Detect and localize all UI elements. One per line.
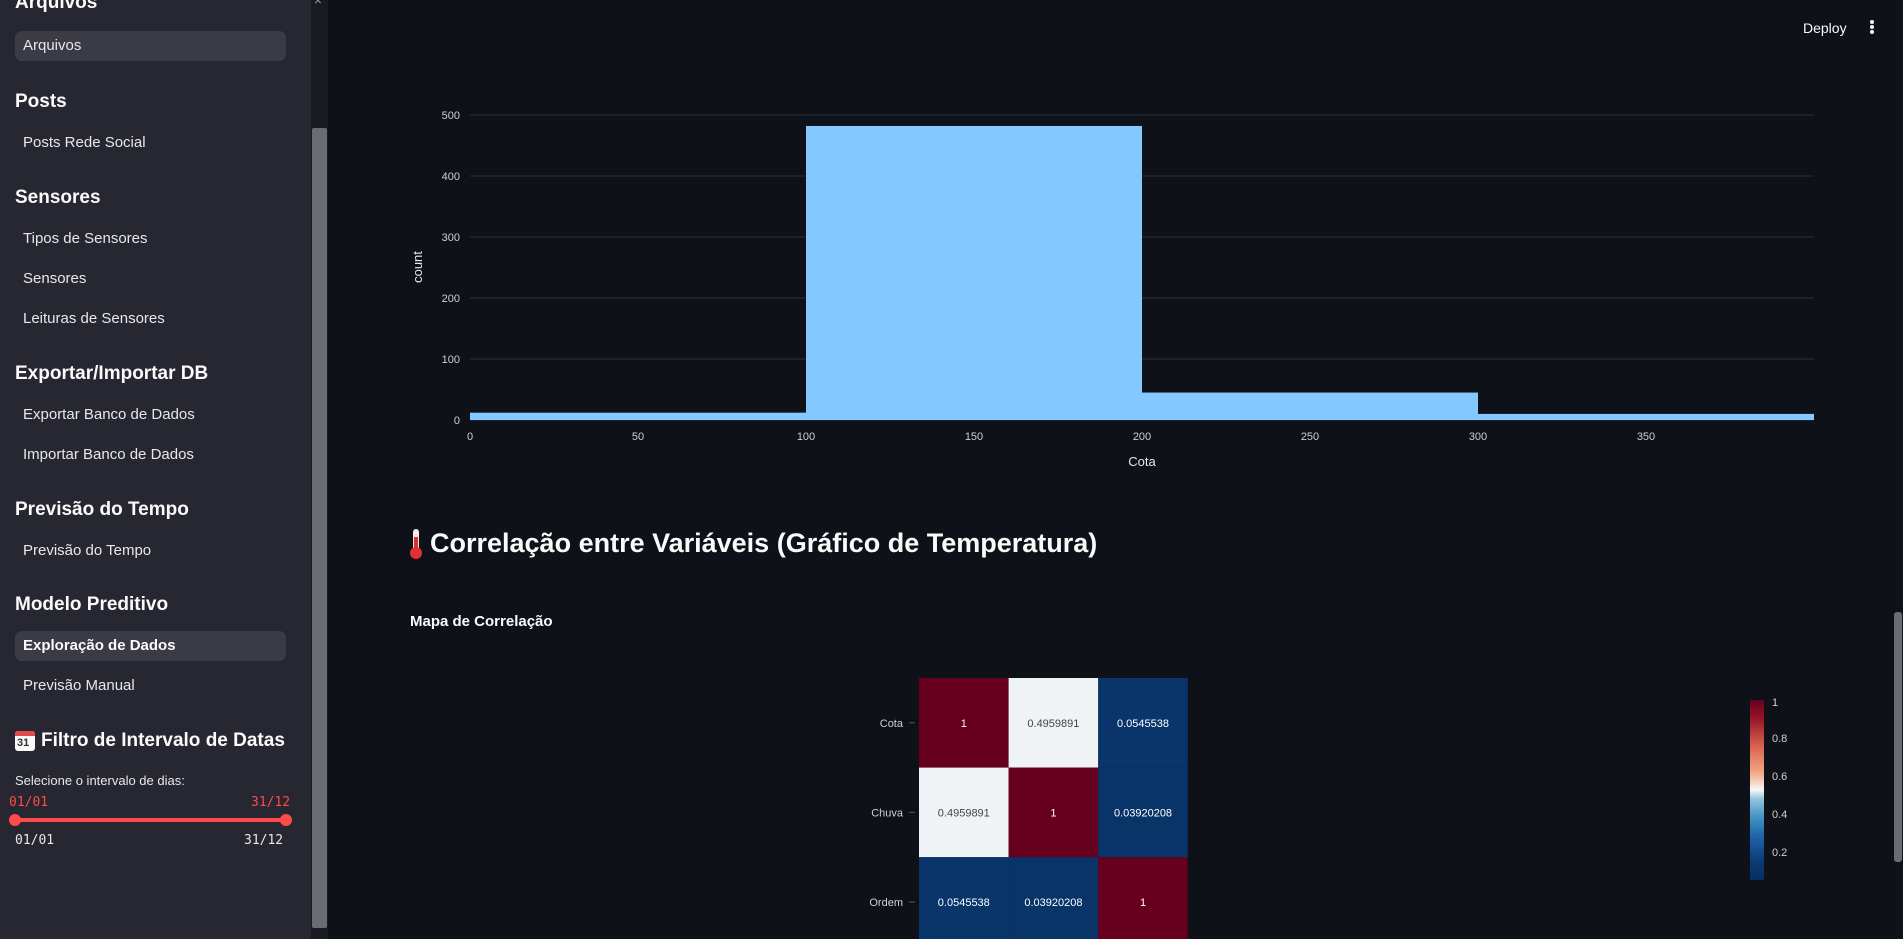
- colorbar-tick-label: 0.8: [1772, 733, 1787, 745]
- sidebar-section-title: Exportar/Importar DB: [15, 363, 209, 384]
- x-tick-label: 250: [1301, 431, 1319, 443]
- sidebar-section-title: Arquivos: [15, 0, 98, 13]
- correlation-heatmap: Cota 1 0.4959891 0.0545538 Chuva 0.4959891 1 0.…: [869, 678, 1787, 939]
- x-tick-label: 200: [1133, 431, 1151, 443]
- x-tick-label: 50: [632, 431, 644, 443]
- heatmap-cell: [919, 857, 1009, 939]
- histogram-bar: [470, 412, 806, 420]
- heatmap-cell-label: 0.0545538: [938, 897, 990, 909]
- sidebar-item-previsao-do-tempo[interactable]: Previsão do Tempo: [23, 542, 152, 559]
- histogram-bar: [1478, 413, 1814, 420]
- slider-max-label: 31/12: [244, 833, 284, 848]
- deploy-button[interactable]: Deploy: [1803, 20, 1847, 36]
- x-axis-label: Cota: [1128, 454, 1156, 469]
- sidebar-item-arquivos[interactable]: Arquivos: [15, 31, 286, 61]
- sidebar-scrollbar-thumb[interactable]: [312, 128, 327, 928]
- heatmap-cell: [1098, 767, 1188, 858]
- heatmap-cell: [1008, 767, 1099, 858]
- slider-start-handle[interactable]: [9, 814, 21, 826]
- date-filter-title: 31 Filtro de Intervalo de Datas: [15, 730, 285, 752]
- thermometer-icon: [410, 528, 422, 559]
- histogram-chart: 0 100 200 300 400 500 0 50 100 150 200 250 300 350 Cot…: [410, 110, 1814, 469]
- histogram-bar: [806, 125, 1142, 421]
- slider-end-value: 31/12: [251, 795, 291, 810]
- slider-min-label: 01/01: [15, 833, 55, 848]
- heatmap-cell: [919, 678, 1009, 768]
- sidebar-item-posts-rede-social[interactable]: Posts Rede Social: [23, 134, 146, 151]
- sidebar-item-previsao-manual[interactable]: Previsão Manual: [23, 677, 135, 694]
- slider-label: Selecione o intervalo de dias:: [15, 773, 185, 788]
- sidebar-item-sensores[interactable]: Sensores: [23, 270, 87, 287]
- main-scrollbar-thumb[interactable]: [1894, 612, 1902, 862]
- x-tick-label: 150: [965, 431, 983, 443]
- heatmap-cell-label: 0.03920208: [1024, 897, 1082, 909]
- heatmap-cell-label: 1: [961, 718, 967, 730]
- heatmap-cell-label: 0.0545538: [1117, 718, 1169, 730]
- heatmap-cell: [919, 767, 1009, 858]
- x-tick-label: 300: [1469, 431, 1487, 443]
- heatmap-cell-label: 1: [1140, 897, 1146, 909]
- heatmap-cell: [1098, 857, 1188, 939]
- histogram-bar: [1142, 392, 1478, 420]
- y-tick-label: 0: [454, 415, 460, 427]
- heatmap-cell: [1098, 678, 1188, 768]
- slider-start-value: 01/01: [9, 795, 49, 810]
- colorbar-tick-label: 1: [1772, 697, 1778, 709]
- colorbar: [1750, 700, 1764, 880]
- y-axis-label: count: [410, 251, 425, 283]
- x-tick-label: 350: [1637, 431, 1655, 443]
- y-tick-label: 500: [442, 110, 460, 122]
- colorbar-tick-label: 0.2: [1772, 847, 1787, 859]
- sidebar-section-title: Previsão do Tempo: [15, 499, 189, 520]
- heatmap-row-label: Cota: [880, 718, 904, 730]
- heatmap-cell-label: 0.03920208: [1114, 807, 1172, 819]
- sidebar-item-tipos-de-sensores[interactable]: Tipos de Sensores: [23, 230, 148, 247]
- sidebar-item-exportar-banco-de-dados[interactable]: Exportar Banco de Dados: [23, 406, 195, 423]
- y-tick-label: 300: [442, 232, 460, 244]
- sidebar: Arquivos Arquivos Posts Posts Rede Social Se…: [0, 0, 328, 939]
- sidebar-section-title: Modelo Preditivo: [15, 594, 169, 615]
- x-tick-label: 100: [797, 431, 815, 443]
- correlation-map-title: Mapa de Correlação: [410, 613, 553, 630]
- slider-end-handle[interactable]: [280, 814, 292, 826]
- close-sidebar-icon[interactable]: ×: [313, 0, 323, 8]
- date-range-slider-track[interactable]: [15, 818, 286, 822]
- y-tick-label: 200: [442, 293, 460, 305]
- heatmap-row-label: Chuva: [871, 807, 904, 819]
- sidebar-item-exploracao-de-dados[interactable]: Exploração de Dados: [15, 631, 286, 661]
- heatmap-cell-label: 0.4959891: [938, 807, 990, 819]
- section-title-text: Correlação entre Variáveis (Gráfico de T…: [430, 528, 1098, 558]
- heatmap-cell-label: 0.4959891: [1027, 718, 1079, 730]
- colorbar-tick-label: 0.6: [1772, 771, 1787, 783]
- x-tick-label: 0: [467, 431, 473, 443]
- heatmap-cell: [1008, 857, 1099, 939]
- heatmap-row-label: Ordem: [869, 897, 903, 909]
- colorbar-tick-label: 0.4: [1772, 809, 1787, 821]
- kebab-menu-icon[interactable]: [1868, 19, 1876, 35]
- heatmap-cell-label: 1: [1050, 807, 1056, 819]
- calendar-icon: 31: [15, 731, 35, 751]
- section-title: Correlação entre Variáveis (Gráfico de T…: [410, 528, 1097, 559]
- heatmap-cell: [1008, 678, 1099, 768]
- sidebar-section-title: Posts: [15, 91, 67, 112]
- sidebar-item-importar-banco-de-dados[interactable]: Importar Banco de Dados: [23, 446, 194, 463]
- sidebar-item-leituras-de-sensores[interactable]: Leituras de Sensores: [23, 310, 165, 327]
- y-tick-label: 400: [442, 171, 460, 183]
- date-filter-title-text: Filtro de Intervalo de Datas: [41, 730, 285, 751]
- sidebar-section-title: Sensores: [15, 187, 101, 208]
- y-tick-label: 100: [442, 354, 460, 366]
